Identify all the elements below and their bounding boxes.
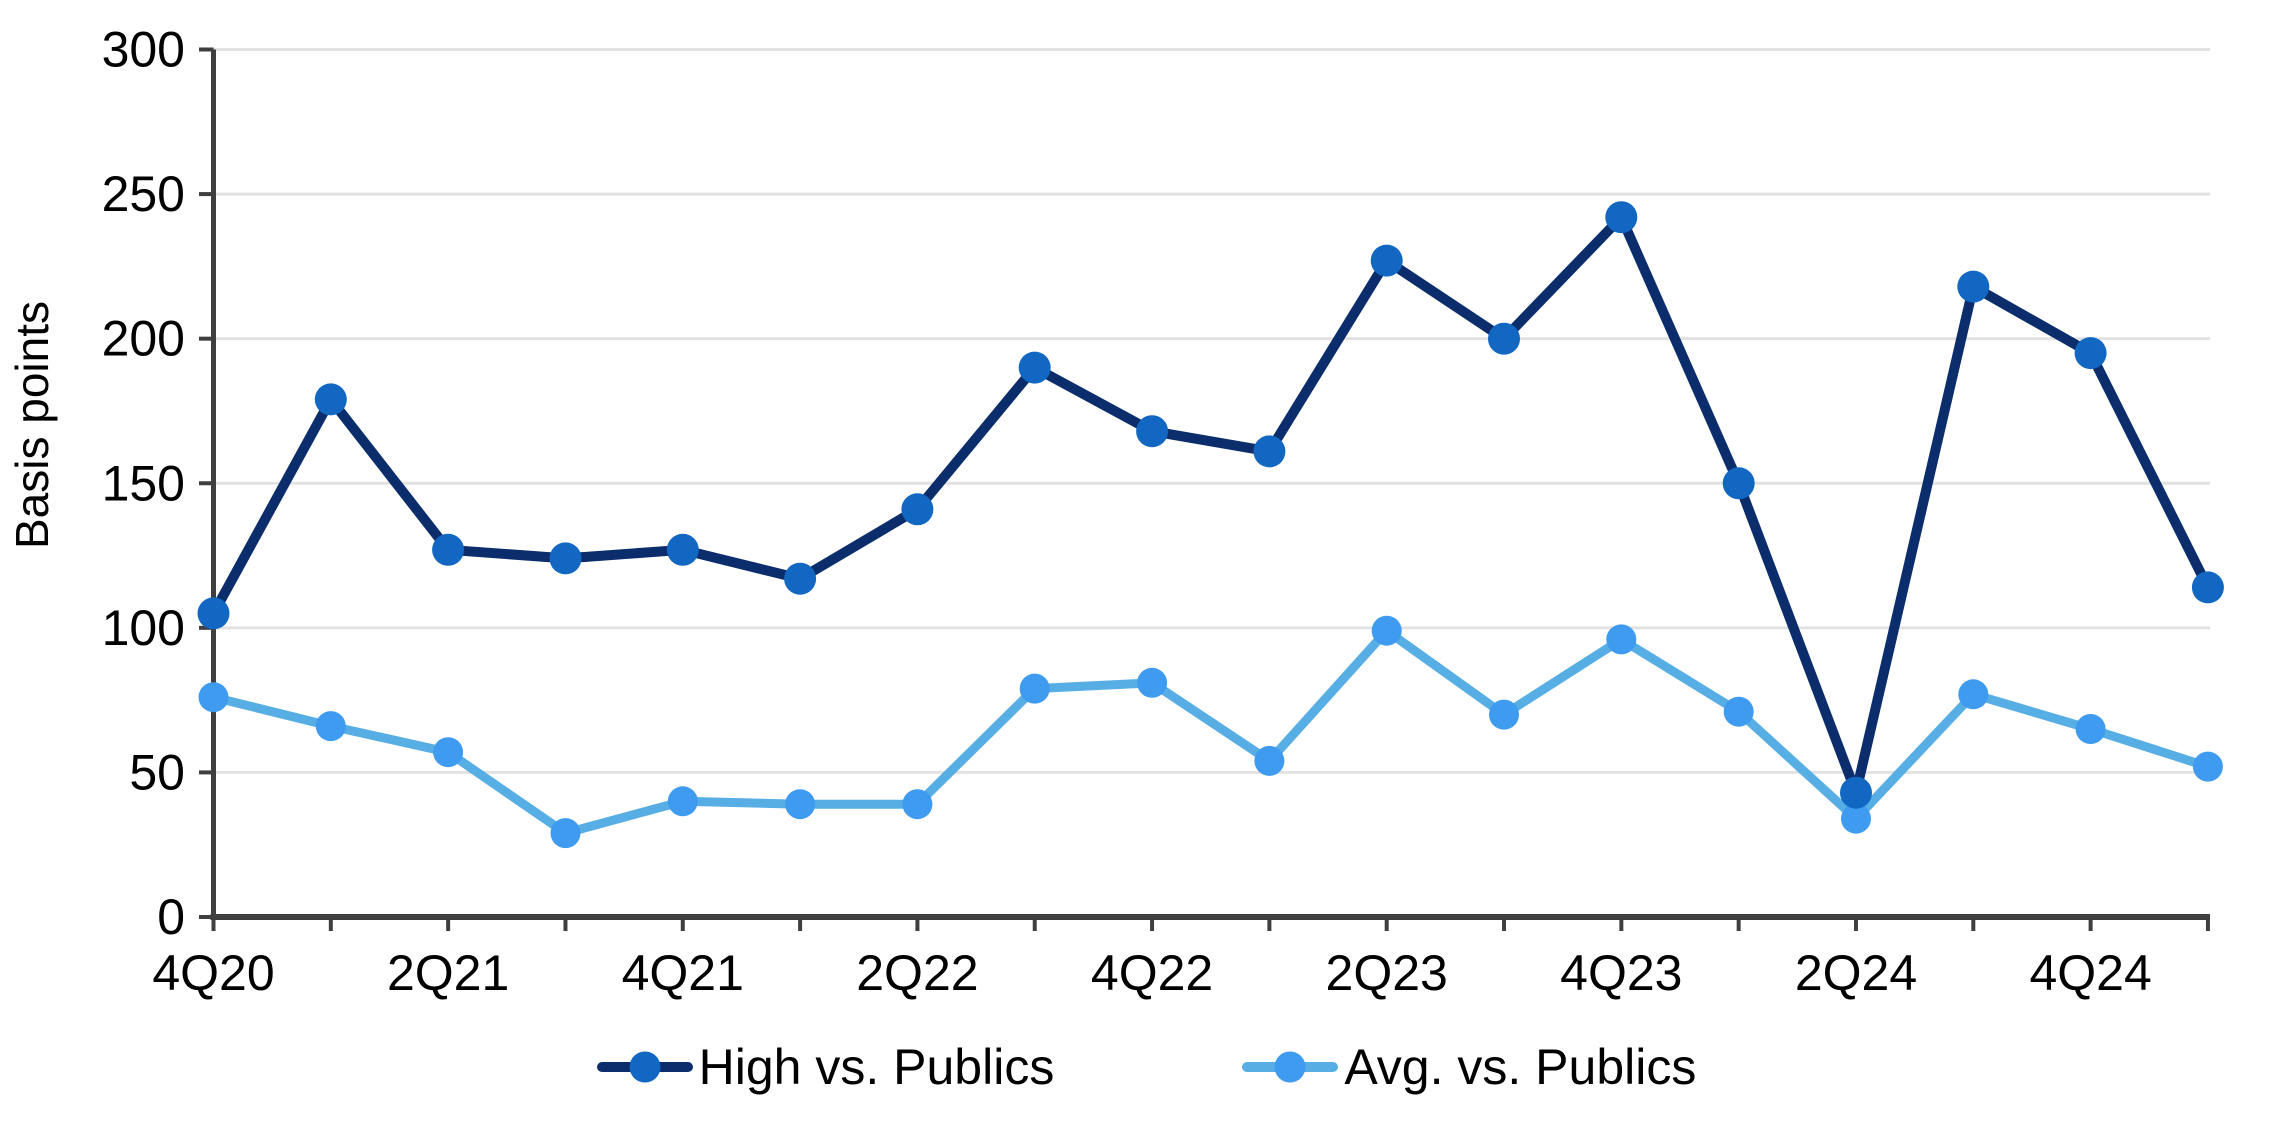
data-point-high-vs-publics-3Q22	[1018, 351, 1051, 384]
data-point-high-vs-publics-3Q24	[1957, 270, 1990, 303]
data-point-high-vs-publics-4Q21	[666, 533, 699, 566]
x-tick-label-4Q23: 4Q23	[1560, 945, 1682, 1001]
series-line-high-vs-publics	[208, 212, 2213, 798]
legend-label-avg: Avg. vs. Publics	[1344, 1039, 1697, 1095]
data-point-high-vs-publics-1Q25	[2191, 571, 2224, 604]
data-point-avg-vs-publics-4Q23	[1606, 624, 1637, 655]
legend-marker-icon-avg	[1274, 1051, 1306, 1083]
data-point-avg-vs-publics-3Q24	[1958, 679, 1989, 710]
y-tick-label-100: 100	[102, 600, 185, 656]
legend-line-sample-high	[596, 1051, 693, 1083]
data-point-avg-vs-publics-3Q22	[1019, 673, 1050, 704]
y-tick-label-150: 150	[102, 455, 185, 511]
data-point-high-vs-publics-4Q23	[1605, 201, 1638, 234]
x-tick-label-2Q21: 2Q21	[387, 945, 509, 1001]
data-point-high-vs-publics-1Q22	[784, 562, 817, 595]
data-point-high-vs-publics-3Q23	[1488, 322, 1520, 355]
legend-item-avg-vs-publics: Avg. vs. Publics	[1242, 1038, 1696, 1096]
data-point-avg-vs-publics-2Q24	[1841, 803, 1871, 834]
x-tick-label-4Q20: 4Q20	[152, 945, 274, 1001]
data-point-avg-vs-publics-4Q21	[667, 786, 698, 817]
data-point-avg-vs-publics-1Q23	[1254, 745, 1285, 776]
x-tick-label-2Q23: 2Q23	[1326, 945, 1448, 1001]
data-point-avg-vs-publics-1Q22	[785, 789, 816, 820]
data-point-avg-vs-publics-3Q21	[550, 818, 581, 849]
data-point-high-vs-publics-2Q23	[1370, 244, 1403, 277]
y-tick-label-200: 200	[102, 311, 185, 367]
x-tick-label-4Q21: 4Q21	[622, 945, 744, 1001]
data-point-avg-vs-publics-3Q23	[1489, 699, 1519, 730]
data-point-high-vs-publics-4Q22	[1136, 415, 1169, 448]
x-tick-label-4Q24: 4Q24	[2029, 945, 2151, 1001]
data-point-high-vs-publics-3Q21	[549, 542, 582, 575]
line-chart: 0 50 100 150 200 250 300 4Q20 2Q21 4Q21 2Q22 4Q22 2Q…	[102, 22, 2224, 1001]
x-tick-label-4Q22: 4Q22	[1091, 945, 1213, 1001]
data-point-avg-vs-publics-4Q22	[1137, 667, 1168, 698]
data-point-high-vs-publics-1Q24	[1722, 467, 1755, 500]
data-point-high-vs-publics-1Q21	[314, 383, 347, 416]
data-point-avg-vs-publics-4Q20	[198, 682, 229, 713]
y-tick-label-300: 300	[102, 22, 185, 78]
legend-line-sample-avg	[1242, 1051, 1339, 1083]
y-tick-label-50: 50	[129, 744, 185, 800]
data-point-avg-vs-publics-1Q25	[2192, 751, 2223, 782]
data-point-avg-vs-publics-2Q21	[433, 737, 464, 768]
legend-marker-icon-high	[629, 1051, 661, 1083]
data-point-high-vs-publics-4Q24	[2074, 337, 2107, 370]
data-point-avg-vs-publics-2Q23	[1371, 615, 1402, 646]
data-point-avg-vs-publics-4Q24	[2075, 714, 2106, 744]
legend: High vs. Publics Avg. vs. Publics	[0, 1038, 2293, 1096]
data-point-avg-vs-publics-1Q21	[315, 711, 346, 742]
series-line-avg-vs-publics	[209, 626, 2213, 838]
y-tick-label-250: 250	[102, 166, 185, 222]
legend-item-high-vs-publics: High vs. Publics	[596, 1038, 1055, 1096]
data-point-high-vs-publics-4Q20	[197, 597, 230, 630]
data-point-high-vs-publics-2Q21	[432, 533, 465, 566]
y-tick-label-0: 0	[157, 889, 185, 945]
data-point-high-vs-publics-2Q24	[1840, 776, 1872, 809]
legend-label-high: High vs. Publics	[698, 1039, 1055, 1095]
data-point-high-vs-publics-2Q22	[901, 493, 934, 526]
x-tick-label-2Q24: 2Q24	[1795, 945, 1917, 1001]
x-tick-label-2Q22: 2Q22	[856, 945, 978, 1001]
data-point-avg-vs-publics-1Q24	[1723, 696, 1754, 727]
data-point-avg-vs-publics-2Q22	[902, 789, 933, 820]
data-point-high-vs-publics-1Q23	[1253, 435, 1286, 468]
